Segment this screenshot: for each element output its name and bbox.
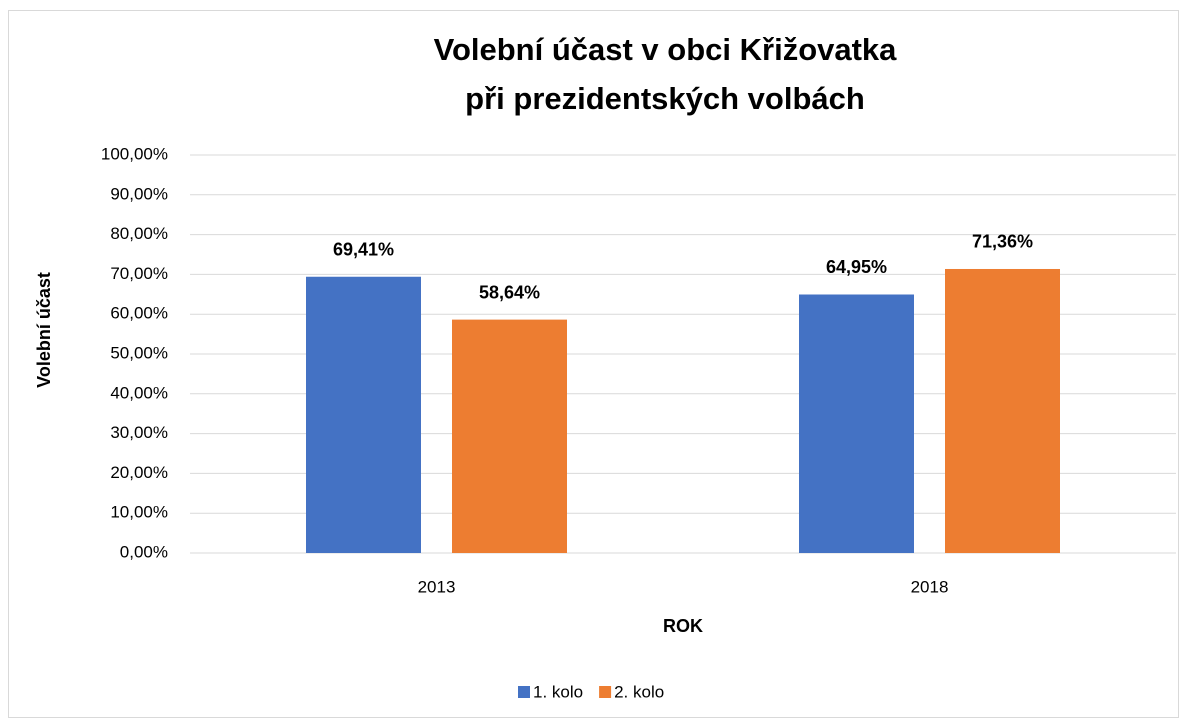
y-tick-label: 0,00%	[120, 542, 168, 561]
y-tick-label: 40,00%	[110, 383, 168, 402]
bar	[306, 276, 421, 553]
y-tick-label: 10,00%	[110, 503, 168, 522]
x-axis-label: ROK	[663, 616, 703, 636]
legend-swatch	[518, 686, 530, 698]
data-label: 71,36%	[972, 232, 1033, 252]
legend-label: 1. kolo	[533, 682, 583, 701]
y-tick-label: 80,00%	[110, 224, 168, 243]
y-axis-label: Volební účast	[34, 272, 54, 388]
bar	[452, 319, 567, 553]
y-tick-label: 50,00%	[110, 343, 168, 362]
y-tick-label: 60,00%	[110, 304, 168, 323]
legend-label: 2. kolo	[614, 682, 664, 701]
x-tick-label: 2013	[418, 577, 456, 596]
y-tick-label: 100,00%	[101, 144, 168, 163]
chart-title: při prezidentských volbách	[465, 81, 865, 116]
y-tick-label: 30,00%	[110, 423, 168, 442]
y-tick-label: 20,00%	[110, 463, 168, 482]
data-label: 69,41%	[333, 239, 394, 259]
data-label: 64,95%	[826, 257, 887, 277]
y-tick-label: 70,00%	[110, 264, 168, 283]
x-tick-label: 2018	[911, 577, 949, 596]
bar	[945, 268, 1060, 553]
data-label: 58,64%	[479, 282, 540, 302]
y-tick-label: 90,00%	[110, 184, 168, 203]
chart-title: Volební účast v obci Křižovatka	[434, 32, 898, 67]
legend-swatch	[599, 686, 612, 698]
bar	[799, 294, 914, 553]
